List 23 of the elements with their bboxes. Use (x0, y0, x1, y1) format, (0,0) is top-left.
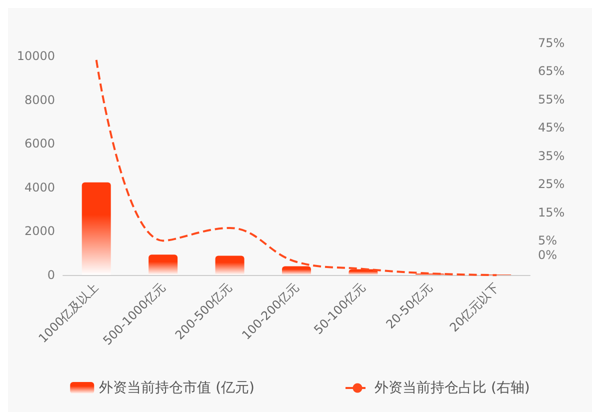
bar (82, 182, 111, 275)
x-tick-label: 20亿元以下 (446, 280, 502, 335)
bar (215, 256, 244, 275)
y2-tick-label: 35% (538, 148, 565, 163)
y-tick-label: 2000 (24, 224, 55, 238)
y-tick-label: 6000 (24, 136, 55, 151)
y2-tick-label: 25% (538, 177, 565, 192)
y-tick-label: 4000 (24, 180, 55, 194)
y2-tick-label: 5% (538, 234, 558, 248)
legend-label: 外资当前持仓占比 (右轴) (374, 380, 530, 396)
y2-tick-label: 75% (538, 36, 565, 50)
legend-label: 外资当前持仓市值 (亿元) (99, 380, 254, 396)
bar (282, 266, 311, 275)
y2-tick-label: 15% (538, 205, 565, 220)
y2-tick-label: 0% (538, 248, 558, 262)
bar (348, 269, 378, 275)
y-tick-label: 10000 (16, 49, 55, 63)
y2-tick-label: 55% (538, 92, 565, 106)
y-tick-label: 0 (47, 268, 55, 282)
bar (148, 254, 178, 275)
y2-tick-label: 65% (538, 64, 565, 78)
y-tick-label: 8000 (24, 92, 55, 107)
y2-tick-label: 45% (538, 120, 565, 135)
